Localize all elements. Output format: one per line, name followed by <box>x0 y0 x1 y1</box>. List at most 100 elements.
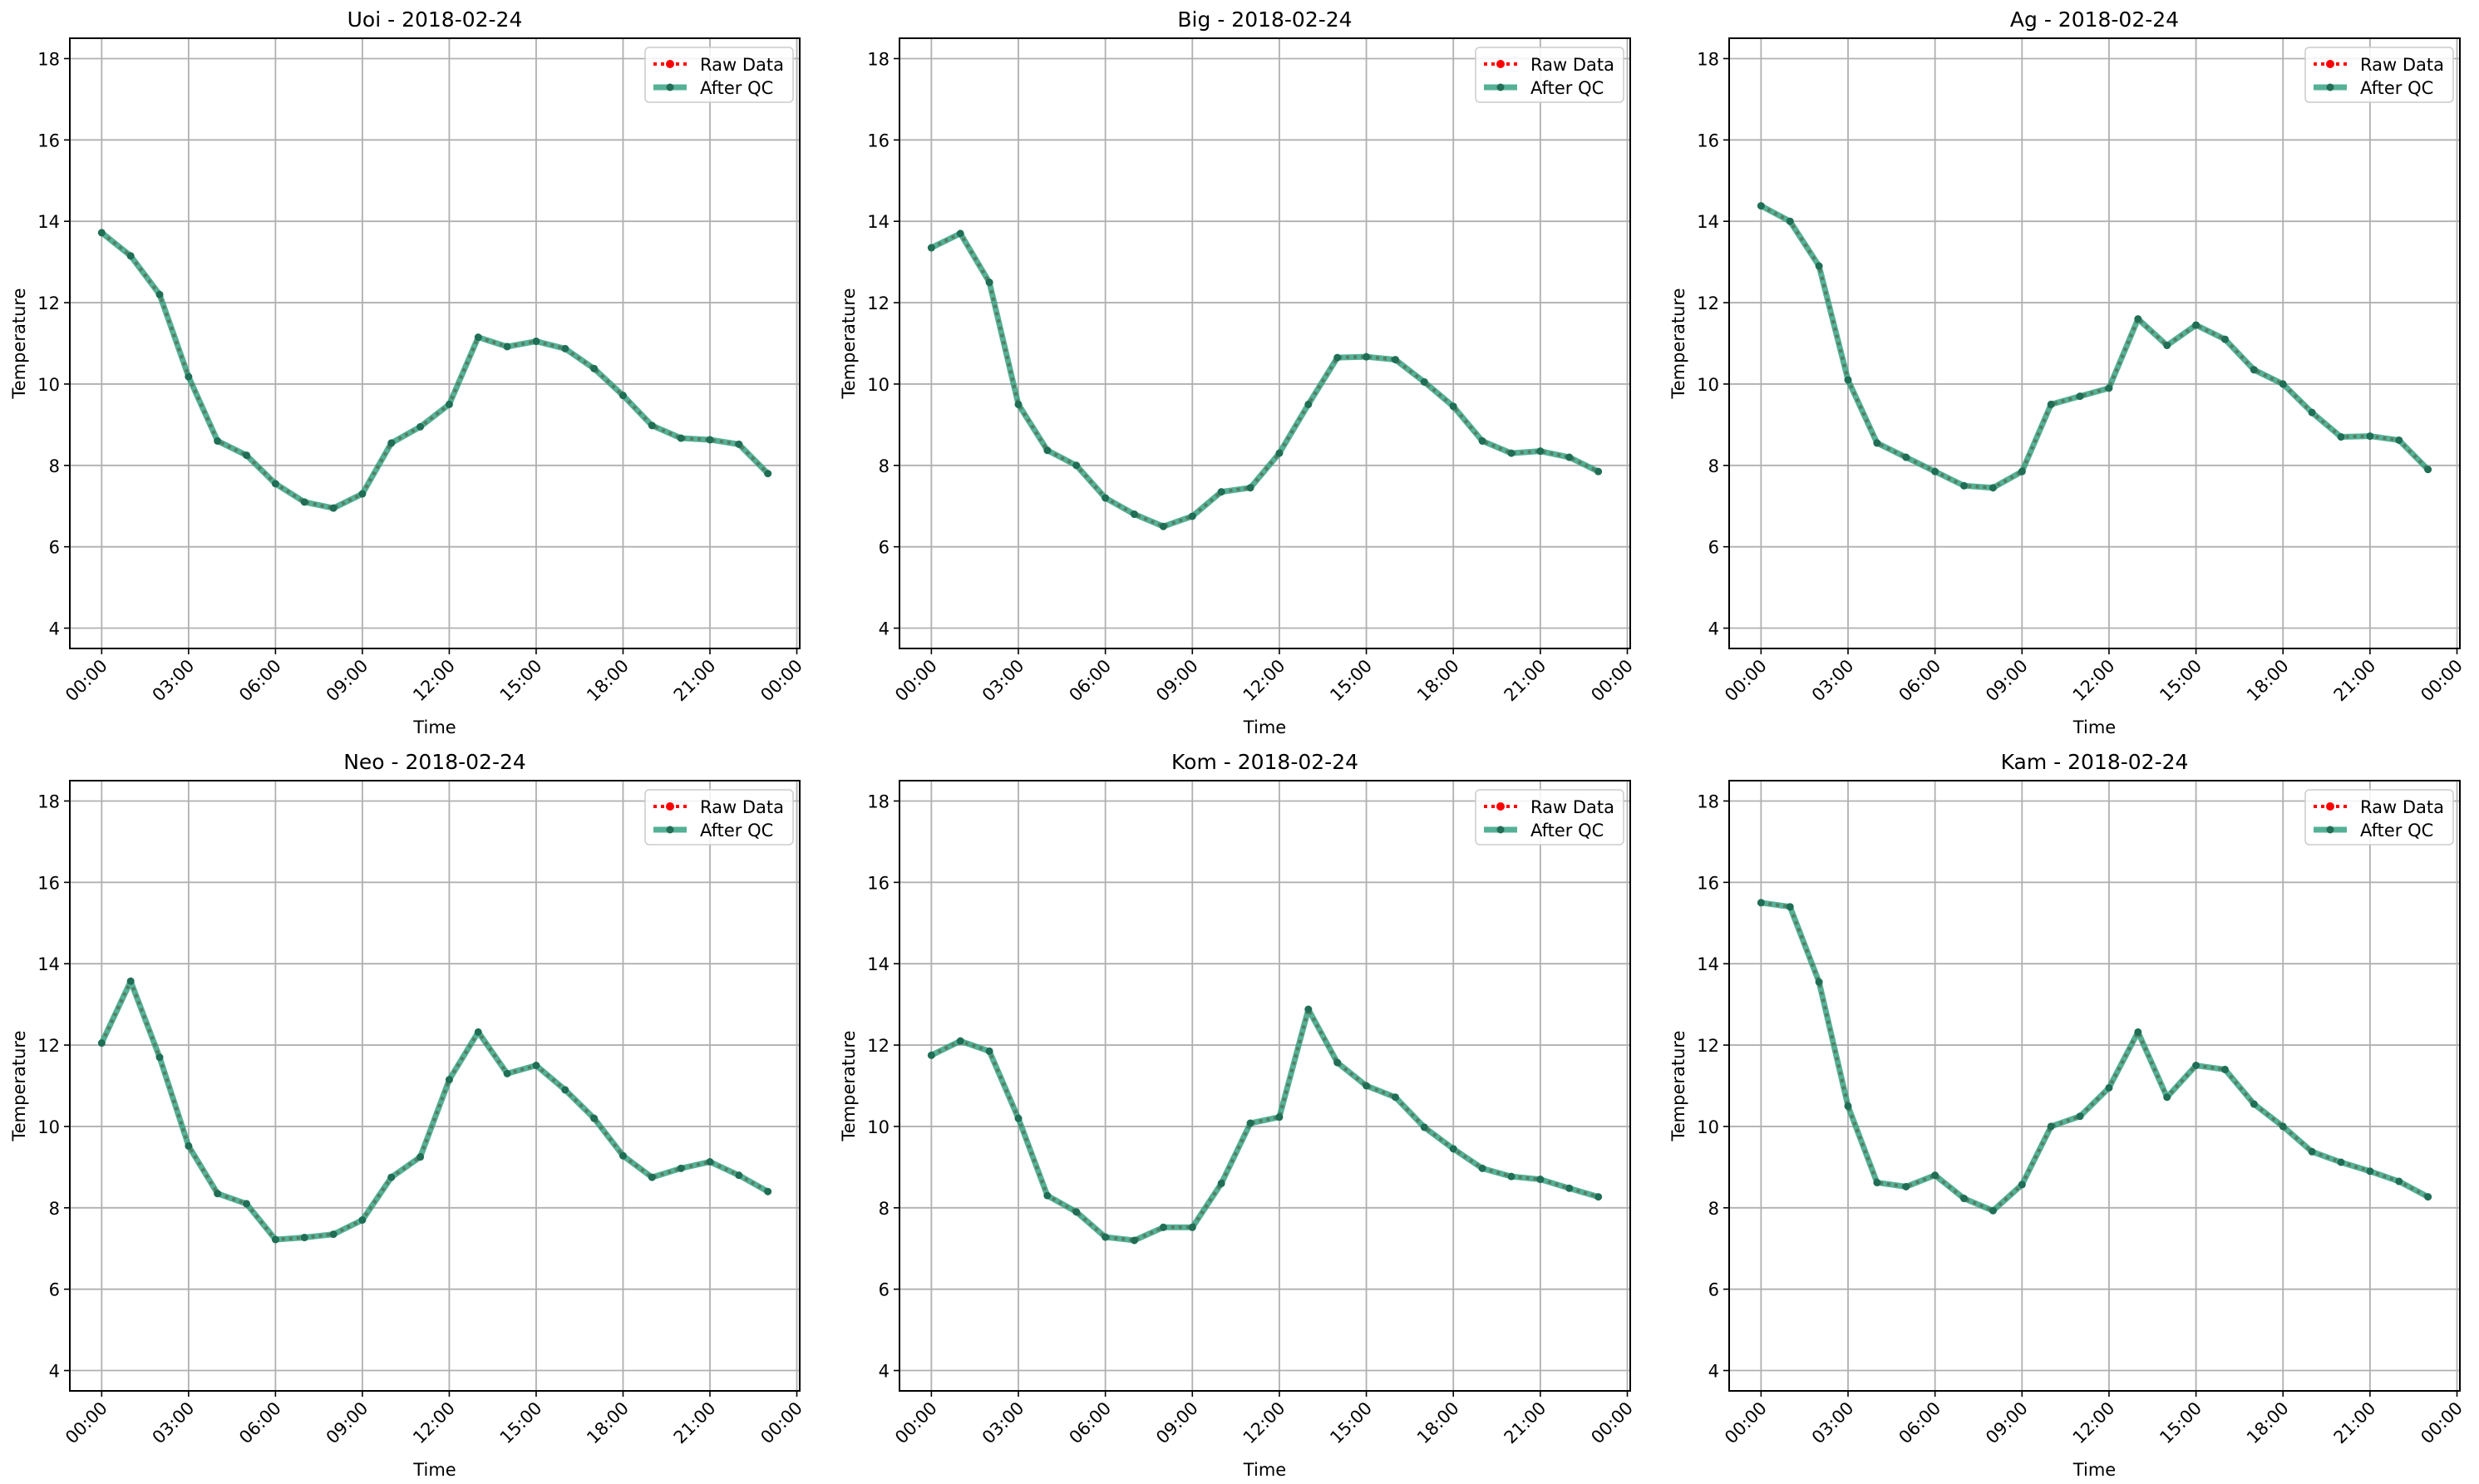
data-point <box>1363 1082 1371 1090</box>
data-point <box>214 1190 222 1198</box>
legend-label-raw: Raw Data <box>700 55 784 75</box>
data-point <box>2047 400 2055 408</box>
data-point <box>300 1234 308 1242</box>
y-tick-label: 6 <box>879 1280 890 1300</box>
y-axis-label: Temperature <box>1668 288 1688 399</box>
raw-data-legend-marker <box>666 60 674 68</box>
data-point <box>185 372 193 381</box>
data-point <box>1815 262 1823 270</box>
data-point <box>97 229 106 237</box>
y-tick-label: 12 <box>37 1036 60 1056</box>
data-point <box>155 290 164 298</box>
y-tick-label: 10 <box>37 375 60 395</box>
y-tick-label: 14 <box>1697 212 1719 232</box>
data-point <box>2220 335 2229 343</box>
y-tick-label: 4 <box>1708 1362 1719 1382</box>
data-point <box>1102 494 1110 502</box>
data-point <box>1246 484 1254 492</box>
legend: Raw Data After QC <box>1475 47 1624 103</box>
x-tick-label: 12:00 <box>409 656 459 706</box>
x-tick-label: 18:00 <box>1413 1398 1463 1448</box>
axes-frame <box>1728 37 2461 649</box>
x-tick-label: 03:00 <box>978 1398 1028 1448</box>
data-point <box>1478 1164 1486 1172</box>
data-point <box>2424 466 2432 474</box>
data-point <box>503 343 511 351</box>
data-point <box>126 252 135 260</box>
data-point <box>561 1086 569 1094</box>
data-point <box>2250 1100 2258 1108</box>
data-point <box>1014 400 1023 408</box>
data-point <box>764 1187 772 1196</box>
x-tick-label: 03:00 <box>978 656 1028 706</box>
x-axis-label: Time <box>1243 717 1286 737</box>
y-tick-label: 6 <box>1708 1280 1719 1300</box>
x-tick-label: 15:00 <box>2156 656 2205 706</box>
data-point <box>445 400 453 408</box>
y-tick-label: 6 <box>879 538 890 558</box>
data-point <box>764 470 772 478</box>
x-tick-label: 18:00 <box>2243 656 2293 706</box>
data-point <box>185 1141 193 1150</box>
x-tick-label: 03:00 <box>149 1398 199 1448</box>
x-tick-label: 00:00 <box>2417 656 2467 706</box>
y-tick-label: 8 <box>1708 1199 1719 1219</box>
data-point <box>474 1028 482 1036</box>
x-tick-label: 18:00 <box>2243 1398 2293 1448</box>
data-point <box>927 244 935 252</box>
y-tick-label: 12 <box>1697 293 1719 313</box>
x-tick-label: 09:00 <box>1982 1398 2032 1448</box>
data-point <box>2163 1093 2171 1102</box>
data-point <box>956 1037 964 1045</box>
x-tick-label: 00:00 <box>62 656 111 706</box>
data-point <box>2337 433 2345 441</box>
y-axis-label: Temperature <box>839 1030 859 1141</box>
y-tick-label: 8 <box>49 456 60 476</box>
data-point <box>387 439 396 447</box>
data-point <box>1594 1193 1603 1201</box>
after-qc-legend-marker <box>1496 826 1505 834</box>
raw-data-line <box>101 231 770 510</box>
data-point <box>1989 484 1997 492</box>
data-point <box>1159 522 1167 530</box>
data-point <box>735 440 743 448</box>
data-point <box>2047 1122 2055 1131</box>
after-qc-line <box>99 978 770 1243</box>
data-point <box>2105 384 2113 392</box>
x-tick-label: 03:00 <box>1808 656 1858 706</box>
after-qc-line <box>1760 900 2430 1214</box>
data-point <box>2220 1065 2229 1073</box>
data-point <box>619 392 627 400</box>
data-point <box>2337 1158 2345 1166</box>
data-point <box>1333 353 1342 362</box>
data-point <box>387 1173 396 1181</box>
x-tick-label: 18:00 <box>583 656 633 706</box>
data-point <box>706 436 714 444</box>
x-axis-label: Time <box>2072 1460 2116 1480</box>
subplot-1: 4 6 8 10 12 14 16 18 00:00 03:00 06:00 09:00 12:00 15… <box>839 7 1637 737</box>
data-point <box>1217 488 1225 496</box>
subplot-title: Kom - 2018-02-24 <box>1171 750 1358 774</box>
x-tick-label: 06:00 <box>1895 1398 1944 1448</box>
raw-data-line <box>930 1004 1599 1242</box>
y-tick-label: 8 <box>879 1199 890 1219</box>
data-point <box>1536 447 1545 456</box>
data-point <box>243 451 251 460</box>
y-tick-label: 12 <box>867 1036 890 1056</box>
legend-label-qc: After QC <box>1530 78 1604 98</box>
y-tick-label: 8 <box>879 456 890 476</box>
data-point <box>155 1053 164 1062</box>
data-point <box>1188 1223 1196 1231</box>
data-point <box>1565 453 1574 461</box>
data-point <box>2279 1122 2287 1131</box>
legend: Raw Data After QC <box>644 789 794 846</box>
x-tick-label: 06:00 <box>1895 656 1944 706</box>
after-qc-line <box>929 1006 1599 1244</box>
y-tick-label: 18 <box>37 791 60 811</box>
data-point <box>1989 1206 1997 1215</box>
legend: Raw Data After QC <box>644 47 794 103</box>
subplot-2: 4 6 8 10 12 14 16 18 00:00 03:00 06:00 09:00 12:00 15… <box>1668 7 2467 737</box>
x-tick-label: 09:00 <box>323 656 372 706</box>
x-tick-label: 21:00 <box>670 656 720 706</box>
